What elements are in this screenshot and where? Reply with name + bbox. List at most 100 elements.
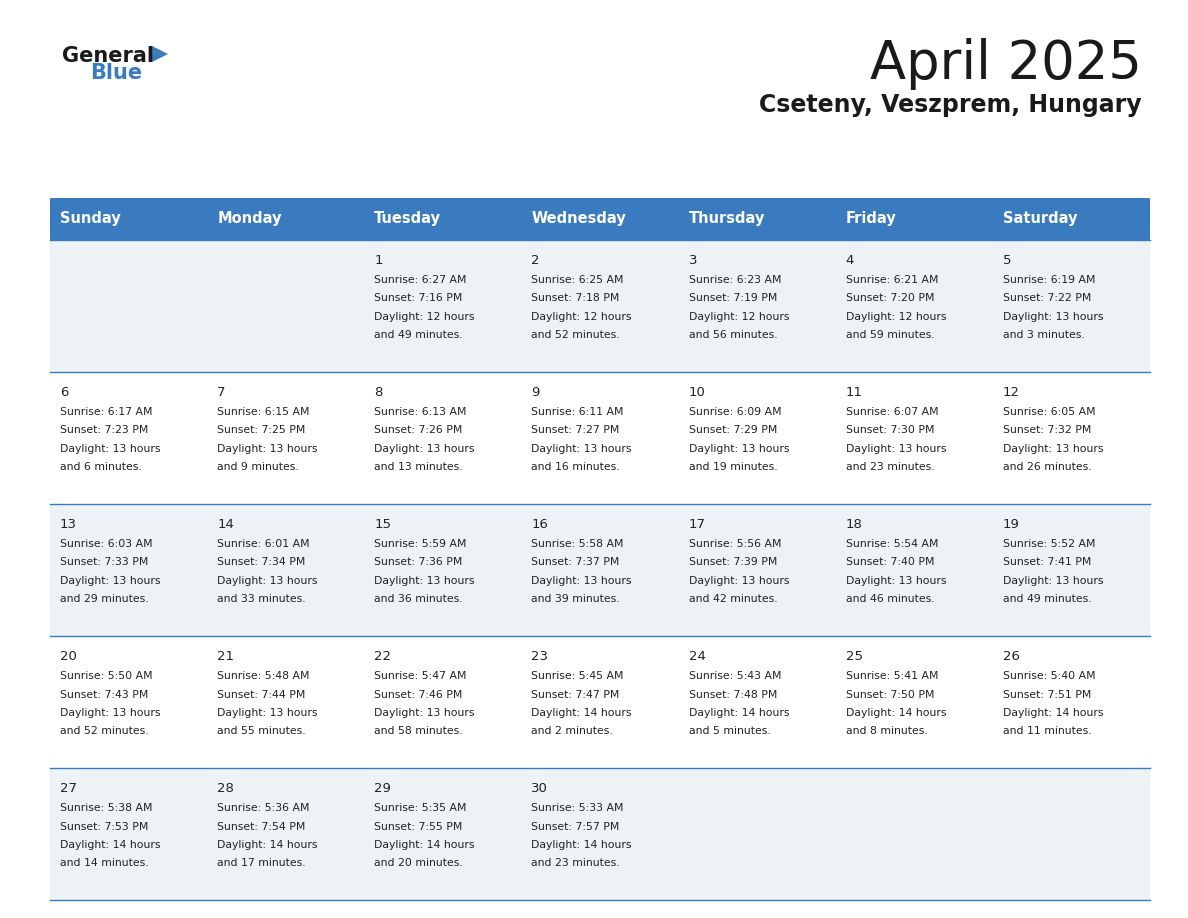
Text: 29: 29: [374, 782, 391, 795]
Text: and 59 minutes.: and 59 minutes.: [846, 330, 934, 341]
Text: Daylight: 13 hours: Daylight: 13 hours: [217, 444, 317, 454]
Text: and 19 minutes.: and 19 minutes.: [689, 463, 777, 473]
Text: Tuesday: Tuesday: [374, 211, 441, 227]
Text: Sunrise: 5:38 AM: Sunrise: 5:38 AM: [61, 803, 152, 813]
Text: Daylight: 13 hours: Daylight: 13 hours: [374, 444, 475, 454]
Text: Wednesday: Wednesday: [531, 211, 626, 227]
Text: Daylight: 12 hours: Daylight: 12 hours: [689, 312, 789, 322]
Bar: [50, 504, 1150, 636]
Text: Daylight: 13 hours: Daylight: 13 hours: [689, 444, 789, 454]
Text: Sunrise: 6:09 AM: Sunrise: 6:09 AM: [689, 407, 782, 417]
Bar: [50, 198, 207, 240]
Text: 6: 6: [61, 386, 69, 399]
Text: Sunset: 7:20 PM: Sunset: 7:20 PM: [846, 294, 934, 304]
Text: Sunrise: 6:01 AM: Sunrise: 6:01 AM: [217, 539, 310, 549]
Text: 5: 5: [1003, 254, 1011, 267]
Text: Daylight: 12 hours: Daylight: 12 hours: [531, 312, 632, 322]
Text: 30: 30: [531, 782, 549, 795]
Text: Daylight: 13 hours: Daylight: 13 hours: [374, 576, 475, 586]
Text: and 46 minutes.: and 46 minutes.: [846, 595, 934, 604]
Text: and 9 minutes.: and 9 minutes.: [217, 463, 299, 473]
Text: 12: 12: [1003, 386, 1019, 399]
Bar: [207, 198, 365, 240]
Text: and 36 minutes.: and 36 minutes.: [374, 595, 463, 604]
Text: Sunset: 7:47 PM: Sunset: 7:47 PM: [531, 689, 620, 700]
Text: 1: 1: [374, 254, 383, 267]
Text: and 13 minutes.: and 13 minutes.: [374, 463, 463, 473]
Text: 17: 17: [689, 518, 706, 531]
Text: Sunset: 7:40 PM: Sunset: 7:40 PM: [846, 557, 934, 567]
Text: Sunrise: 6:03 AM: Sunrise: 6:03 AM: [61, 539, 152, 549]
Text: Daylight: 14 hours: Daylight: 14 hours: [1003, 708, 1104, 718]
Text: Sunday: Sunday: [61, 211, 121, 227]
Text: Sunrise: 6:21 AM: Sunrise: 6:21 AM: [846, 275, 939, 285]
Text: Daylight: 13 hours: Daylight: 13 hours: [61, 708, 160, 718]
Text: Sunset: 7:51 PM: Sunset: 7:51 PM: [1003, 689, 1092, 700]
Text: and 16 minutes.: and 16 minutes.: [531, 463, 620, 473]
Text: Sunrise: 5:35 AM: Sunrise: 5:35 AM: [374, 803, 467, 813]
Text: Sunset: 7:16 PM: Sunset: 7:16 PM: [374, 294, 462, 304]
Text: Sunset: 7:43 PM: Sunset: 7:43 PM: [61, 689, 148, 700]
Bar: [365, 198, 522, 240]
Text: Sunset: 7:25 PM: Sunset: 7:25 PM: [217, 426, 305, 435]
Text: Daylight: 13 hours: Daylight: 13 hours: [374, 708, 475, 718]
Text: Daylight: 13 hours: Daylight: 13 hours: [217, 708, 317, 718]
Text: Sunset: 7:27 PM: Sunset: 7:27 PM: [531, 426, 620, 435]
Text: 28: 28: [217, 782, 234, 795]
Text: and 5 minutes.: and 5 minutes.: [689, 726, 770, 736]
Text: 25: 25: [846, 650, 862, 663]
Text: Sunrise: 6:15 AM: Sunrise: 6:15 AM: [217, 407, 310, 417]
Text: Daylight: 13 hours: Daylight: 13 hours: [531, 444, 632, 454]
Text: Sunset: 7:48 PM: Sunset: 7:48 PM: [689, 689, 777, 700]
Text: and 33 minutes.: and 33 minutes.: [217, 595, 305, 604]
Text: 22: 22: [374, 650, 391, 663]
Bar: [678, 198, 835, 240]
Text: Sunrise: 6:07 AM: Sunrise: 6:07 AM: [846, 407, 939, 417]
Text: Sunrise: 5:36 AM: Sunrise: 5:36 AM: [217, 803, 310, 813]
Text: 23: 23: [531, 650, 549, 663]
Text: and 52 minutes.: and 52 minutes.: [531, 330, 620, 341]
Text: Daylight: 13 hours: Daylight: 13 hours: [689, 576, 789, 586]
Text: Sunset: 7:29 PM: Sunset: 7:29 PM: [689, 426, 777, 435]
Text: Daylight: 12 hours: Daylight: 12 hours: [846, 312, 946, 322]
Text: and 55 minutes.: and 55 minutes.: [217, 726, 305, 736]
Text: and 49 minutes.: and 49 minutes.: [1003, 595, 1092, 604]
Text: and 58 minutes.: and 58 minutes.: [374, 726, 463, 736]
Text: Sunrise: 5:45 AM: Sunrise: 5:45 AM: [531, 671, 624, 681]
Bar: [993, 198, 1150, 240]
Text: Daylight: 13 hours: Daylight: 13 hours: [1003, 312, 1104, 322]
Text: Sunset: 7:54 PM: Sunset: 7:54 PM: [217, 822, 305, 832]
Text: Sunset: 7:50 PM: Sunset: 7:50 PM: [846, 689, 934, 700]
Text: Sunrise: 5:47 AM: Sunrise: 5:47 AM: [374, 671, 467, 681]
Text: 3: 3: [689, 254, 697, 267]
Text: Sunrise: 5:56 AM: Sunrise: 5:56 AM: [689, 539, 781, 549]
Text: and 49 minutes.: and 49 minutes.: [374, 330, 463, 341]
Bar: [50, 636, 1150, 768]
Text: and 23 minutes.: and 23 minutes.: [531, 858, 620, 868]
Text: 9: 9: [531, 386, 539, 399]
Text: Sunset: 7:37 PM: Sunset: 7:37 PM: [531, 557, 620, 567]
Text: Sunset: 7:23 PM: Sunset: 7:23 PM: [61, 426, 148, 435]
Text: Monday: Monday: [217, 211, 282, 227]
Text: Daylight: 12 hours: Daylight: 12 hours: [374, 312, 475, 322]
Text: Sunrise: 6:13 AM: Sunrise: 6:13 AM: [374, 407, 467, 417]
Text: Sunset: 7:19 PM: Sunset: 7:19 PM: [689, 294, 777, 304]
Text: Sunrise: 5:54 AM: Sunrise: 5:54 AM: [846, 539, 939, 549]
Text: and 8 minutes.: and 8 minutes.: [846, 726, 928, 736]
Bar: [50, 240, 1150, 372]
Text: and 52 minutes.: and 52 minutes.: [61, 726, 148, 736]
Text: Sunrise: 5:58 AM: Sunrise: 5:58 AM: [531, 539, 624, 549]
Text: Sunrise: 6:11 AM: Sunrise: 6:11 AM: [531, 407, 624, 417]
Text: Sunset: 7:41 PM: Sunset: 7:41 PM: [1003, 557, 1092, 567]
Text: 27: 27: [61, 782, 77, 795]
Text: Daylight: 14 hours: Daylight: 14 hours: [217, 840, 317, 850]
Text: and 11 minutes.: and 11 minutes.: [1003, 726, 1092, 736]
Text: Sunrise: 6:19 AM: Sunrise: 6:19 AM: [1003, 275, 1095, 285]
Text: 10: 10: [689, 386, 706, 399]
Text: Saturday: Saturday: [1003, 211, 1078, 227]
Text: Sunset: 7:57 PM: Sunset: 7:57 PM: [531, 822, 620, 832]
Text: Sunrise: 5:59 AM: Sunrise: 5:59 AM: [374, 539, 467, 549]
Text: Sunrise: 5:33 AM: Sunrise: 5:33 AM: [531, 803, 624, 813]
Text: Sunset: 7:44 PM: Sunset: 7:44 PM: [217, 689, 305, 700]
Text: Daylight: 13 hours: Daylight: 13 hours: [217, 576, 317, 586]
